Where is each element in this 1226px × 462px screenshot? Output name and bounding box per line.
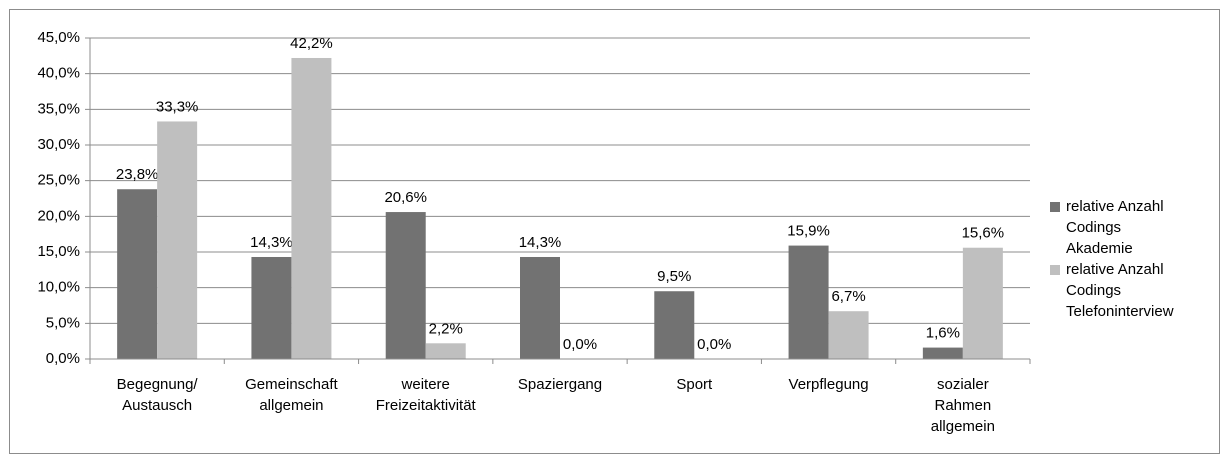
legend-label: relative Anzahl Codings Telefoninterview [1066, 261, 1174, 320]
x-tick-label-line: Gemeinschaft [245, 376, 338, 393]
bar [251, 256, 292, 359]
bar [922, 347, 963, 359]
value-label: 23,8% [116, 166, 159, 183]
x-tick-label-line: Verpflegung [789, 376, 869, 393]
bar [385, 212, 426, 359]
y-tick-label: 10,0% [37, 279, 80, 296]
y-tick-label: 45,0% [37, 29, 80, 46]
y-tick-label: 20,0% [37, 207, 80, 224]
bar [291, 57, 332, 360]
y-tick-label: 40,0% [37, 65, 80, 82]
y-tick-label: 35,0% [37, 100, 80, 117]
x-tick-label: Gemeinschaft allgemein [245, 376, 338, 414]
x-tick-label: Begegnung/Austausch [117, 376, 199, 414]
value-label: 42,2% [290, 35, 333, 52]
y-tick-label: 25,0% [37, 172, 80, 189]
legend-item: relative Anzahl Codings Telefoninterview [1050, 259, 1186, 322]
value-label: 20,6% [384, 189, 427, 206]
bar [788, 245, 829, 359]
x-tick-label-line: Begegnung/ [117, 376, 199, 393]
x-tick-label-line: allgemein [931, 418, 995, 435]
value-label: 2,2% [429, 320, 463, 337]
value-label: 1,6% [926, 325, 960, 342]
x-tick-label: sozialer Rahmen allgemein [931, 376, 995, 435]
x-tick-label-line: Rahmen [935, 397, 992, 414]
bar [962, 247, 1003, 359]
x-tick-label-line: weitere [401, 376, 450, 393]
x-tick-label-line: Sport [676, 376, 713, 393]
value-label: 14,3% [519, 234, 562, 251]
x-tick-label-line: allgemein [259, 397, 323, 414]
x-tick-label: Spaziergang [518, 376, 602, 393]
x-tick-label: weitere Freizeitaktivität [376, 376, 477, 414]
value-label: 15,9% [787, 223, 830, 240]
value-label: 15,6% [962, 225, 1005, 242]
legend-swatch [1050, 265, 1060, 275]
x-tick-label: Sport [676, 376, 713, 393]
bar [425, 343, 466, 359]
value-label: 14,3% [250, 234, 293, 251]
bar [520, 256, 560, 359]
legend-label: relative Anzahl Codings Akademie [1066, 198, 1164, 257]
value-label: 6,7% [831, 288, 865, 305]
value-label: 9,5% [657, 268, 691, 285]
value-label: 33,3% [156, 98, 199, 115]
chart-border [9, 9, 1220, 454]
legend-swatch [1050, 202, 1060, 212]
x-tick-label-line: sozialer [937, 376, 989, 393]
y-tick-label: 30,0% [37, 136, 80, 153]
y-tick-label: 0,0% [46, 350, 80, 367]
legend: relative Anzahl Codings Akademie relative… [1050, 196, 1186, 322]
legend-item: relative Anzahl Codings Akademie [1050, 196, 1186, 259]
y-tick-label: 15,0% [37, 243, 80, 260]
x-tick-label-line: Freizeitaktivität [376, 397, 477, 414]
bar [117, 189, 158, 359]
bar [828, 311, 869, 359]
x-tick-label-line: Spaziergang [518, 376, 602, 393]
value-label: 0,0% [697, 336, 731, 353]
y-tick-label: 5,0% [46, 314, 80, 331]
x-tick-label-line: Austausch [122, 397, 192, 414]
bar [654, 291, 695, 359]
x-tick-label: Verpflegung [789, 376, 869, 393]
value-label: 0,0% [563, 336, 597, 353]
bar [157, 121, 198, 360]
